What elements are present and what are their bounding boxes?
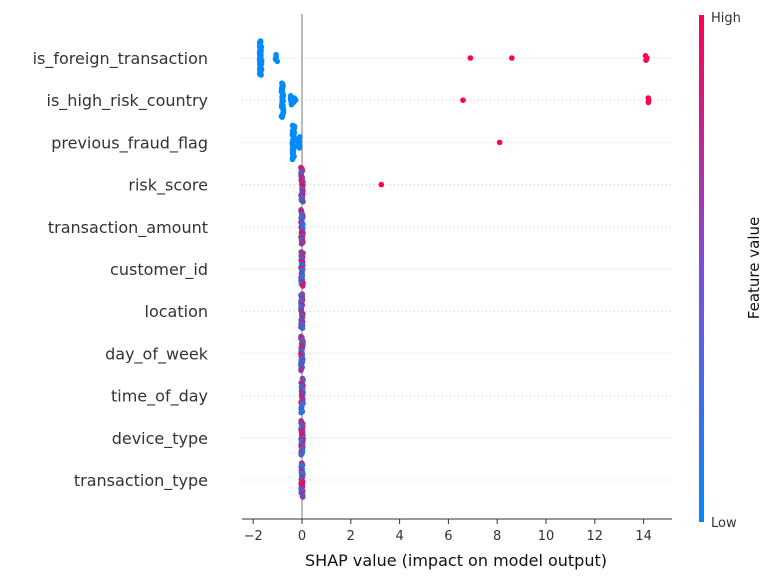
feature-label: is_foreign_transaction [33,49,208,69]
feature-label: customer_id [110,260,208,280]
shap-point [298,409,304,416]
shap-point [298,367,304,374]
feature-label: transaction_type [74,471,208,491]
shap-point [460,97,466,103]
shap-point [509,55,515,61]
x-tick-label: 2 [347,529,355,544]
x-tick-label: 4 [395,529,403,544]
shap-point [300,494,306,500]
shap-point [298,452,305,458]
colorbar-low-label: Low [711,516,737,531]
colorbar-title: Feature value [745,217,763,319]
feature-label: location [145,302,208,321]
feature-label: day_of_week [105,344,209,364]
x-tick-label: 14 [635,529,652,544]
shap-point [643,57,649,63]
x-tick-label: 12 [587,529,604,544]
x-tick-label: −2 [244,529,263,544]
shap-point [274,58,281,65]
feature-label: transaction_amount [48,218,208,238]
feature-label: device_type [112,429,208,449]
shap-point [298,241,305,247]
colorbar-gradient [699,15,704,522]
shap-point [378,181,385,188]
shap-point [300,198,306,205]
x-axis-ticks: −2 0 2 4 6 8 10 12 14 [244,519,652,544]
feature-label: risk_score [128,176,208,196]
shap-point [300,283,306,289]
feature-label: previous_fraud_flag [51,133,208,153]
x-axis-title: SHAP value (impact on model output) [305,551,607,570]
colorbar-high-label: High [711,11,741,26]
shap-point [467,55,474,61]
shap-points [256,38,652,500]
shap-point [289,156,296,163]
shap-point [258,72,264,78]
x-tick-label: 8 [493,529,501,544]
x-tick-label: 0 [298,529,306,544]
colorbar: High Low Feature value [699,11,763,531]
shap-point [496,139,503,146]
shap-point [296,145,303,151]
shap-point [290,99,297,106]
x-tick-label: 10 [538,529,555,544]
shap-point [299,325,306,332]
shap-point [645,99,652,106]
feature-label: is_high_risk_country [47,91,208,111]
shap-point [279,114,285,120]
feature-label: time_of_day [111,387,208,407]
grid-lines [242,57,672,481]
feature-labels: is_foreign_transaction is_high_risk_count… [33,49,209,491]
x-tick-label: 6 [444,529,452,544]
